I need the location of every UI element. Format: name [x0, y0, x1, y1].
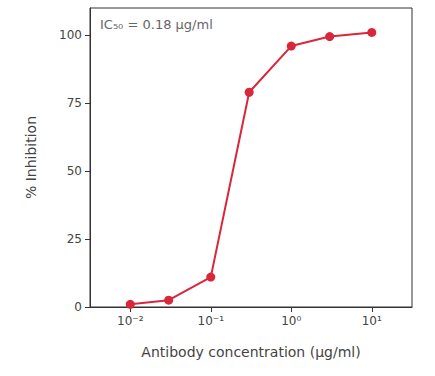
svg-text:25: 25: [67, 232, 82, 246]
svg-text:IC₅₀ = 0.18 µg/ml: IC₅₀ = 0.18 µg/ml: [100, 17, 213, 32]
svg-text:10⁻²: 10⁻²: [117, 314, 144, 328]
svg-text:50: 50: [67, 164, 82, 178]
svg-text:10¹: 10¹: [362, 314, 382, 328]
svg-text:0: 0: [74, 300, 82, 314]
svg-text:% Inhibition: % Inhibition: [23, 116, 39, 199]
svg-text:10⁰: 10⁰: [281, 314, 301, 328]
svg-text:100: 100: [59, 28, 82, 42]
svg-text:75: 75: [67, 96, 82, 110]
svg-text:10⁻¹: 10⁻¹: [198, 314, 225, 328]
svg-text:Antibody concentration (µg/ml): Antibody concentration (µg/ml): [141, 344, 360, 360]
